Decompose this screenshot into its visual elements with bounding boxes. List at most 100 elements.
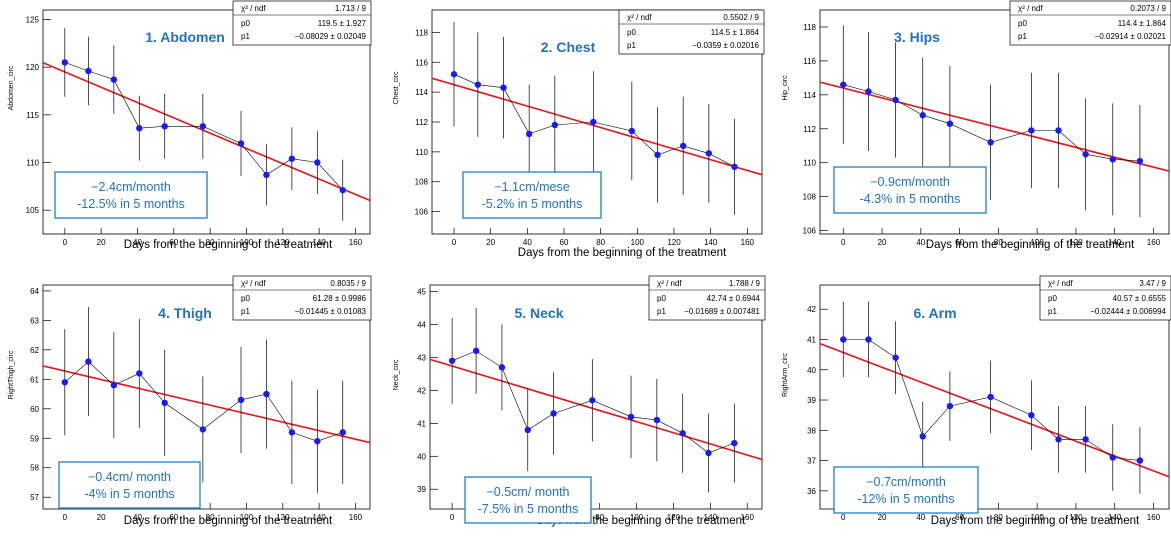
- data-point: [110, 76, 118, 83]
- annotation-text: -12.5% in 5 months: [77, 197, 185, 211]
- chart-panel-1: 0 20 40 60 80 100 120 140 160 105 110 115 120 125 Abdo…: [8, 0, 372, 251]
- y-tick-label: 114: [415, 88, 428, 97]
- y-tick-label: 110: [26, 159, 39, 168]
- x-tick-label: 160: [349, 513, 363, 522]
- data-point: [987, 393, 994, 401]
- chart-title: 4. Thigh: [158, 305, 212, 321]
- y-tick-label: 110: [803, 159, 816, 168]
- x-axis-label: Days from the beginning of the treatment: [124, 515, 333, 527]
- data-point: [550, 410, 557, 417]
- stats-label: χ² / ndf: [1018, 4, 1043, 13]
- stats-box-frame: [648, 275, 766, 321]
- stats-value: 114.4 ± 1.864: [1118, 19, 1167, 28]
- x-tick-label: 120: [667, 238, 681, 247]
- stats-label: χ² / ndf: [627, 13, 652, 22]
- stats-label: p0: [241, 19, 250, 28]
- x-tick-label: 160: [349, 238, 363, 247]
- x-tick-label: 100: [240, 513, 254, 522]
- annotation-text: −0.5cm/ month: [486, 485, 569, 499]
- chart-title: 2. Chest: [541, 39, 596, 55]
- x-tick-label: 60: [560, 238, 569, 247]
- y-tick-label: 116: [415, 58, 428, 67]
- data-point: [199, 123, 207, 130]
- data-point: [110, 382, 118, 389]
- chart-title: 1. Abdomen: [145, 29, 225, 45]
- annotation-text: −0.4cm/ month: [88, 470, 171, 484]
- y-tick-label: 110: [415, 148, 428, 157]
- data-point: [919, 433, 926, 440]
- x-tick-label: 160: [1147, 238, 1161, 247]
- y-tick-label: 120: [26, 63, 40, 72]
- y-tick-label: 43: [417, 353, 426, 362]
- stats-box-frame: [1039, 275, 1171, 321]
- fit-line: [430, 358, 762, 461]
- data-point: [474, 81, 482, 88]
- data-point: [525, 130, 533, 138]
- data-point: [263, 390, 270, 398]
- data-point: [339, 186, 346, 194]
- data-point: [500, 84, 507, 91]
- stats-label: χ² / ndf: [657, 279, 682, 288]
- fit-line: [43, 62, 370, 202]
- data-point: [705, 449, 712, 457]
- y-tick-label: 42: [417, 386, 426, 395]
- data-point: [1055, 127, 1062, 134]
- stats-value: −0.01445 ± 0.01083: [295, 307, 367, 316]
- x-tick-label: 100: [631, 238, 645, 247]
- annotation-text: −2.4cm/month: [91, 180, 171, 194]
- stats-label: χ² / ndf: [1048, 279, 1073, 288]
- y-tick-label: 106: [415, 208, 429, 217]
- x-tick-label: 0: [841, 513, 846, 522]
- x-tick-label: 0: [63, 238, 68, 247]
- y-tick-label: 38: [807, 426, 816, 435]
- y-tick-label: 112: [415, 118, 428, 127]
- x-tick-label: 120: [1069, 513, 1083, 522]
- data-point: [136, 124, 143, 132]
- stats-box: χ² / ndf 1.713 / 9 p0 119.5 ± 1.927 p1 −0.080…: [232, 0, 372, 46]
- trend-annotation: −0.4cm/ month -4% in 5 months: [58, 461, 201, 509]
- trend-annotation: −0.9cm/month -4.3% in 5 months: [833, 166, 987, 214]
- y-axis-label: RightArm_circ: [782, 353, 789, 397]
- stats-box: χ² / ndf 0.5502 / 9 p0 114.5 ± 1.864 p1 −0.03…: [618, 9, 765, 55]
- x-tick-label: 40: [133, 238, 142, 247]
- x-tick-label: 40: [133, 513, 142, 522]
- x-tick-label: 100: [240, 238, 254, 247]
- stats-value: 0.5502 / 9: [723, 13, 759, 22]
- stats-value: 61.28 ± 0.9986: [313, 294, 367, 303]
- y-tick-label: 40: [417, 452, 426, 461]
- data-point: [653, 416, 661, 424]
- y-axis-label: Chest_circ: [393, 71, 400, 105]
- stats-value: 1.788 / 9: [729, 279, 761, 288]
- trend-annotation: −0.5cm/ month -7.5% in 5 months: [464, 476, 592, 524]
- y-tick-label: 44: [417, 321, 426, 330]
- data-point: [61, 59, 68, 66]
- data-point: [1028, 127, 1035, 134]
- y-tick-label: 42: [807, 305, 816, 314]
- x-tick-label: 140: [312, 513, 326, 522]
- stats-value: 1.713 / 9: [335, 4, 367, 13]
- stats-box: χ² / ndf 0.8035 / 9 p0 61.28 ± 0.9986 p1 −0.0…: [232, 275, 372, 321]
- chart-panel-3: 0 20 40 60 80 100 120 140 160 106 108 110 112 114 116 1…: [782, 0, 1171, 251]
- data-point: [731, 439, 738, 447]
- data-point: [551, 121, 559, 129]
- x-tick-label: 160: [741, 238, 755, 247]
- data-point: [1136, 157, 1144, 165]
- annotation-box: [464, 476, 592, 524]
- stats-value: −0.01689 ± 0.007481: [684, 307, 760, 316]
- x-tick-label: 120: [1069, 238, 1083, 247]
- annotation-text: −0.9cm/month: [870, 175, 950, 189]
- x-tick-label: 80: [206, 513, 215, 522]
- x-tick-label: 120: [276, 513, 290, 522]
- data-point: [472, 347, 480, 355]
- y-tick-label: 63: [30, 316, 39, 325]
- fit-line: [820, 81, 1169, 172]
- data-point: [654, 151, 661, 159]
- stats-value: −0.0359 ± 0.02016: [692, 41, 759, 50]
- chart-panel-4: 0 20 40 60 80 100 120 140 160 57 58 59 60 61 62 63 64 Rig…: [8, 275, 372, 527]
- stats-box: χ² / ndf 3.47 / 9 p0 40.57 ± 0.6555 p1 −0.024…: [1039, 275, 1171, 321]
- stats-label: p0: [1018, 19, 1027, 28]
- fit-line: [820, 342, 1169, 478]
- data-point: [1109, 454, 1116, 461]
- stats-box-frame: [618, 9, 765, 55]
